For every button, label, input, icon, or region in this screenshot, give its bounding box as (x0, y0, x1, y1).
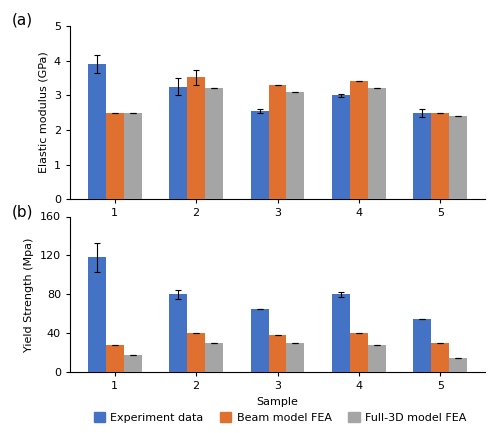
Bar (350, 333, 368, 372)
Bar (432, 343, 449, 372)
Bar (187, 333, 205, 372)
Y-axis label: Elastic modulus (GPa): Elastic modulus (GPa) (38, 52, 48, 174)
Bar (250, 111, 268, 199)
Bar (268, 335, 286, 372)
Bar (170, 87, 187, 199)
Bar (449, 358, 467, 372)
Bar (124, 355, 142, 372)
Text: (a): (a) (12, 12, 33, 27)
Bar (332, 95, 350, 199)
Bar (106, 345, 124, 372)
Bar (250, 309, 268, 372)
Bar (170, 294, 187, 372)
Bar (414, 113, 432, 199)
Bar (350, 81, 368, 199)
Bar (286, 343, 304, 372)
Bar (106, 113, 124, 199)
Bar (368, 345, 386, 372)
Bar (187, 77, 205, 199)
Bar (124, 113, 142, 199)
Bar (205, 343, 223, 372)
Text: (b): (b) (12, 204, 34, 219)
Bar (414, 319, 432, 372)
Bar (332, 294, 350, 372)
Bar (432, 113, 449, 199)
Bar (286, 93, 304, 199)
Bar (449, 116, 467, 199)
Bar (88, 64, 106, 199)
Legend: Experiment data, Beam model FEA, Full-3D model FEA: Experiment data, Beam model FEA, Full-3D… (89, 408, 471, 427)
X-axis label: Sample: Sample (256, 224, 298, 234)
Bar (368, 88, 386, 199)
Y-axis label: Yield Strength (Mpa): Yield Strength (Mpa) (24, 237, 34, 352)
X-axis label: Sample: Sample (256, 397, 298, 407)
Bar (88, 257, 106, 372)
Bar (205, 88, 223, 199)
Bar (268, 85, 286, 199)
